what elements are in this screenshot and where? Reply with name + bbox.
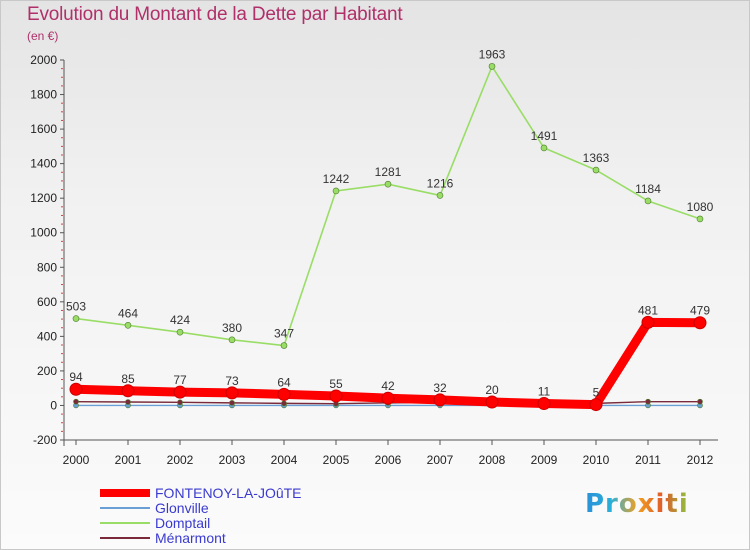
data-label-domptail: 347 (274, 327, 294, 341)
data-label-domptail: 1963 (479, 47, 506, 61)
x-tick-label: 2009 (531, 453, 558, 467)
y-tick-label: 1800 (30, 88, 57, 102)
data-point-me-narmont (125, 399, 131, 405)
data-label-fontenoy-la-jou-te: 479 (690, 304, 710, 318)
x-tick-label: 2010 (583, 453, 610, 467)
data-label-fontenoy-la-jou-te: 32 (433, 381, 447, 395)
data-point-fontenoy-la-jou-te (433, 393, 447, 407)
data-point-domptail (72, 315, 80, 322)
data-point-fontenoy-la-jou-te (225, 386, 239, 400)
legend-swatch (100, 489, 150, 497)
x-tick-label: 2000 (63, 453, 90, 467)
x-tick-label: 2005 (323, 453, 350, 467)
data-point-fontenoy-la-jou-te (641, 315, 655, 329)
x-tick-label: 2003 (219, 453, 246, 467)
legend-swatch (100, 537, 150, 539)
data-point-domptail (592, 166, 600, 174)
data-label-fontenoy-la-jou-te: 64 (277, 375, 291, 389)
data-point-me-narmont (645, 398, 651, 405)
data-label-fontenoy-la-jou-te: 85 (121, 372, 135, 386)
proxiti-logo: Proxiti (585, 489, 689, 519)
data-point-fontenoy-la-jou-te (537, 397, 551, 411)
data-point-domptail (644, 197, 652, 205)
data-point-fontenoy-la-jou-te (277, 387, 291, 401)
data-point-domptail (436, 192, 444, 199)
data-point-domptail (540, 144, 548, 152)
data-label-domptail: 503 (66, 300, 86, 314)
y-tick-label: 1600 (30, 122, 57, 136)
data-label-domptail: 1242 (323, 172, 350, 186)
legend-label: Glonville (155, 500, 209, 516)
data-point-me-narmont (229, 400, 235, 406)
data-label-domptail: 1363 (583, 151, 610, 165)
data-point-domptail (124, 322, 132, 329)
x-tick-label: 2006 (375, 453, 402, 467)
data-point-fontenoy-la-jou-te (693, 316, 707, 330)
data-label-fontenoy-la-jou-te: 55 (329, 377, 343, 391)
data-point-me-narmont (73, 398, 79, 405)
y-tick-label: 1200 (30, 191, 57, 205)
x-tick-label: 2001 (115, 453, 142, 467)
data-label-domptail: 464 (118, 306, 138, 320)
data-point-me-narmont (281, 400, 287, 407)
legend-label: FONTENOY-LA-JOûTE (155, 485, 302, 501)
y-tick-label: 1000 (30, 226, 57, 240)
legend-swatch (100, 507, 150, 509)
y-tick-label: 200 (37, 364, 57, 378)
x-tick-label: 2011 (635, 453, 661, 467)
data-label-fontenoy-la-jou-te: 11 (538, 385, 551, 399)
data-label-fontenoy-la-jou-te: 42 (381, 379, 395, 393)
y-tick-label: 400 (37, 329, 57, 343)
x-tick-label: 2002 (167, 453, 194, 467)
data-point-domptail (488, 63, 496, 70)
data-point-domptail (228, 336, 236, 344)
data-label-domptail: 1281 (375, 165, 402, 179)
data-point-domptail (384, 180, 392, 188)
legend-swatch (100, 522, 150, 524)
data-point-fontenoy-la-jou-te (589, 398, 603, 412)
legend-label: Domptail (155, 515, 211, 531)
legend-label: Ménarmont (155, 530, 226, 546)
line-chart: -200 0 200 400 600 800 1000 1200 1400 1600 1800 200… (30, 47, 718, 467)
data-label-fontenoy-la-jou-te: 481 (638, 303, 658, 317)
data-label-fontenoy-la-jou-te: 20 (485, 383, 499, 397)
data-label-fontenoy-la-jou-te: 73 (225, 374, 239, 388)
y-tick-label: 2000 (30, 53, 57, 67)
y-tick-label: 800 (37, 260, 57, 274)
data-point-fontenoy-la-jou-te (329, 389, 343, 403)
y-tick-label: -200 (33, 433, 57, 447)
series-line-domptail (75, 65, 701, 347)
data-point-domptail (332, 187, 340, 195)
data-point-me-narmont (177, 399, 183, 406)
chart-title: Evolution du Montant de la Dette par Hab… (27, 4, 403, 25)
data-point-domptail (696, 215, 704, 223)
data-point-me-narmont (697, 398, 703, 405)
data-label-domptail: 380 (222, 321, 242, 335)
data-point-fontenoy-la-jou-te (381, 391, 395, 405)
data-label-fontenoy-la-jou-te: 94 (69, 370, 83, 384)
x-tick-label: 2008 (479, 453, 506, 467)
x-tick-label: 2012 (687, 453, 714, 467)
data-label-domptail: 424 (170, 313, 190, 327)
x-tick-label: 2004 (271, 453, 298, 467)
data-point-fontenoy-la-jou-te (173, 385, 187, 399)
data-point-domptail (176, 328, 184, 336)
x-tick-label: 2007 (427, 453, 454, 467)
data-point-fontenoy-la-jou-te (121, 384, 135, 398)
data-point-fontenoy-la-jou-te (69, 382, 83, 396)
y-tick-label: 600 (37, 295, 57, 309)
chart-subtitle: (en €) (27, 29, 59, 43)
y-tick-label: 0 (50, 398, 57, 412)
data-point-domptail (280, 342, 288, 349)
data-label-fontenoy-la-jou-te: 5 (593, 386, 600, 400)
data-point-fontenoy-la-jou-te (485, 395, 499, 409)
data-label-fontenoy-la-jou-te: 77 (173, 373, 187, 387)
data-label-domptail: 1184 (635, 182, 661, 196)
y-tick-label: 1400 (30, 157, 57, 171)
data-label-domptail: 1491 (531, 129, 558, 143)
data-label-domptail: 1080 (687, 200, 714, 214)
data-label-domptail: 1216 (427, 176, 454, 190)
